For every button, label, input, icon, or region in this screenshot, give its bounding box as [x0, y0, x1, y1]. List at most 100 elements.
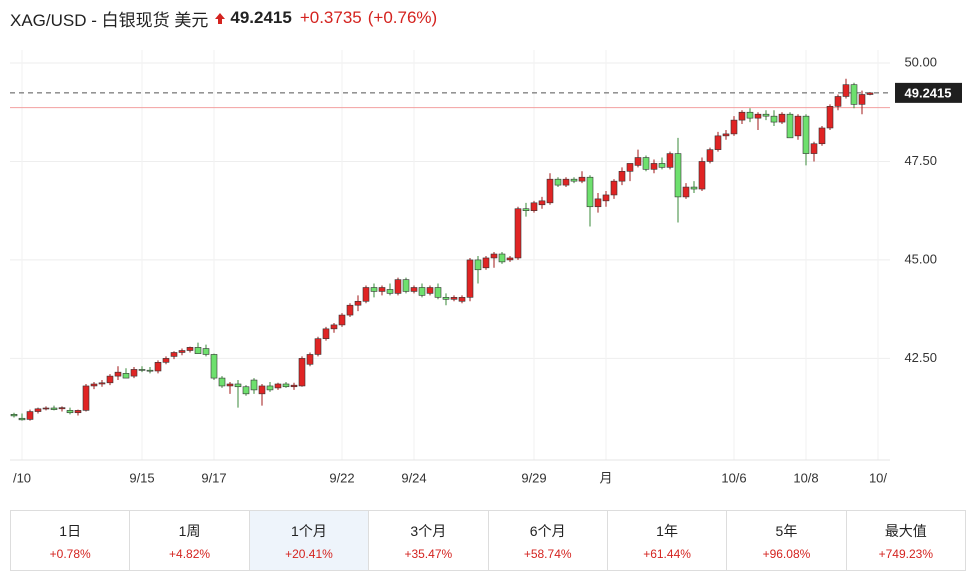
candle-body	[738, 111, 746, 121]
candle-body	[546, 178, 554, 204]
candle-body	[626, 163, 634, 172]
tab-label: 5年	[775, 522, 798, 539]
candle-body	[746, 111, 754, 119]
candle-body	[418, 287, 426, 296]
candle-body	[298, 358, 306, 387]
range-tab[interactable]: 5年 +96.08%	[727, 511, 847, 570]
range-tab[interactable]: 最大值 +749.23%	[847, 511, 965, 570]
x-tick-label: 9/15	[129, 470, 154, 485]
symbol: XAG/USD - 白银现货 美元	[10, 10, 209, 30]
candle-body	[370, 287, 378, 292]
candle-body	[490, 253, 498, 259]
candle-body	[250, 379, 258, 391]
range-tab[interactable]: 1个月 +20.41%	[249, 511, 370, 570]
candle-body	[786, 113, 794, 139]
candle-body	[722, 133, 730, 137]
candle-body	[762, 113, 770, 117]
candle-body	[330, 324, 338, 330]
candle-body	[506, 257, 514, 261]
candle-body	[354, 300, 362, 306]
candle-body	[322, 328, 330, 339]
candle-body	[66, 410, 74, 414]
candle-body	[266, 385, 274, 391]
candle-body	[122, 373, 130, 379]
tab-change: +35.47%	[404, 546, 453, 561]
tab-change: +58.74%	[523, 546, 572, 561]
candle-body	[658, 163, 666, 168]
candle-body	[98, 382, 106, 385]
candle-body	[74, 410, 82, 414]
candle-body	[458, 297, 466, 302]
candle-body	[234, 383, 242, 388]
range-tab[interactable]: 1年 +61.44%	[608, 511, 728, 570]
candle-body	[162, 358, 170, 363]
candle-body	[698, 161, 706, 190]
tab-label: 1日	[59, 522, 82, 539]
range-tab[interactable]: 3个月 +35.47%	[369, 511, 489, 570]
x-tick-label: 月	[599, 470, 612, 485]
candle-body	[634, 157, 642, 166]
candle-body	[474, 259, 482, 271]
tab-label: 3个月	[410, 522, 447, 539]
tab-label: 6个月	[529, 522, 566, 539]
candle-body	[802, 115, 810, 154]
candle-body	[442, 297, 450, 300]
candle-body	[226, 383, 234, 387]
candle-body	[402, 279, 410, 292]
candle-body	[674, 153, 682, 198]
candle-body	[866, 92, 874, 95]
candle-body	[682, 186, 690, 198]
candle-body	[146, 369, 154, 372]
candle-body	[778, 113, 786, 123]
range-tab[interactable]: 1日 +0.78%	[11, 511, 131, 570]
price-label: 49.2415	[905, 85, 952, 100]
candle-body	[58, 407, 66, 410]
candle-body	[210, 354, 218, 379]
candle-body	[522, 208, 530, 211]
candle-body	[826, 106, 834, 129]
tab-label: 最大值	[884, 522, 927, 539]
candle-body	[650, 163, 658, 170]
chart: 42.50 45.00 47.50 50.00/10 9/15 9/17 9/22 9/24 9…	[10, 50, 962, 485]
candle-body	[818, 127, 826, 145]
candle-body	[858, 94, 866, 105]
candle-body	[314, 338, 322, 355]
candle-body	[242, 386, 250, 395]
range-tab[interactable]: 1周 +4.82%	[130, 511, 250, 570]
tab-label: 1年	[656, 522, 678, 539]
candle-body	[834, 96, 842, 107]
candle-body	[666, 153, 674, 168]
tab-change: +4.82%	[169, 546, 211, 561]
candle-body	[594, 198, 602, 208]
tab-label: 1个月	[291, 522, 327, 539]
candle-body	[10, 414, 18, 417]
candle-body	[850, 84, 858, 105]
candle-body	[186, 347, 194, 351]
candle-body	[274, 383, 282, 389]
candle-body	[194, 347, 202, 354]
x-tick-label: 9/29	[521, 470, 546, 485]
candle-body	[90, 383, 98, 387]
candle-body	[282, 383, 290, 388]
candle-body	[386, 289, 394, 294]
candle-body	[130, 369, 138, 377]
range-tab[interactable]: 6个月 +58.74%	[489, 511, 608, 570]
candle-body	[82, 385, 90, 411]
candle-body	[258, 385, 266, 395]
tab-change: +20.41%	[285, 546, 333, 561]
price: 49.2415	[230, 8, 292, 27]
candle-body	[42, 407, 50, 410]
change-pct: (+0.76%)	[367, 8, 438, 27]
candle-body	[690, 186, 698, 190]
x-tick-label: /10	[13, 470, 31, 485]
candle-body	[306, 354, 314, 365]
candle-body	[642, 157, 650, 170]
candle-body	[154, 362, 162, 372]
tab-change: +0.78%	[49, 546, 91, 561]
candle-body	[26, 411, 34, 420]
candle-body	[434, 287, 442, 298]
candle-body	[794, 115, 802, 137]
x-tick-label: 9/24	[401, 470, 426, 485]
x-tick-label: 10/6	[721, 470, 746, 485]
